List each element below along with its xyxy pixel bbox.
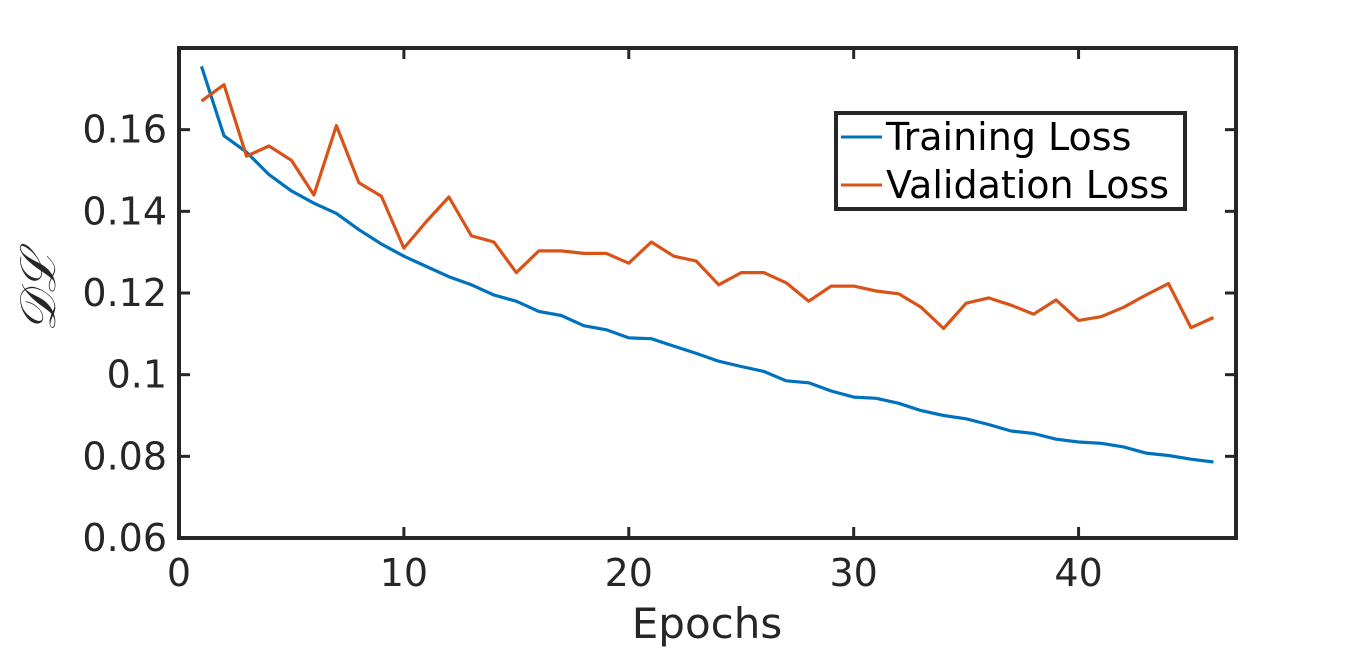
y-tick-label: 0.14 — [82, 189, 167, 233]
legend: Training Loss Validation Loss — [834, 111, 1187, 211]
x-axis-title: Epochs — [632, 599, 783, 648]
x-tick-label: 20 — [605, 551, 653, 595]
tick-labels: 0 10 20 30 40 0.06 0.08 0.1 0.12 0.14 0.16 — [82, 108, 1102, 595]
x-tick-label: 10 — [380, 551, 428, 595]
y-axis-title: 𝒟ℒ — [9, 243, 67, 332]
y-tick-label: 0.12 — [82, 271, 167, 315]
series-lines — [199, 65, 1215, 464]
series-line-validation-loss — [200, 83, 1215, 331]
y-tick-label: 0.06 — [82, 516, 167, 560]
plot-frame — [177, 46, 1238, 540]
legend-box — [834, 111, 1187, 211]
x-tick-label: 0 — [167, 551, 191, 595]
x-tick-label: 40 — [1054, 551, 1102, 595]
legend-label-validation-loss: Validation Loss — [886, 163, 1169, 207]
series-line-training-loss — [199, 65, 1214, 464]
legend-label-training-loss: Training Loss — [885, 115, 1131, 159]
y-tick-label: 0.1 — [107, 353, 167, 397]
y-tick-label: 0.08 — [82, 434, 167, 478]
x-tick-label: 30 — [830, 551, 878, 595]
y-tick-label: 0.16 — [82, 108, 167, 152]
